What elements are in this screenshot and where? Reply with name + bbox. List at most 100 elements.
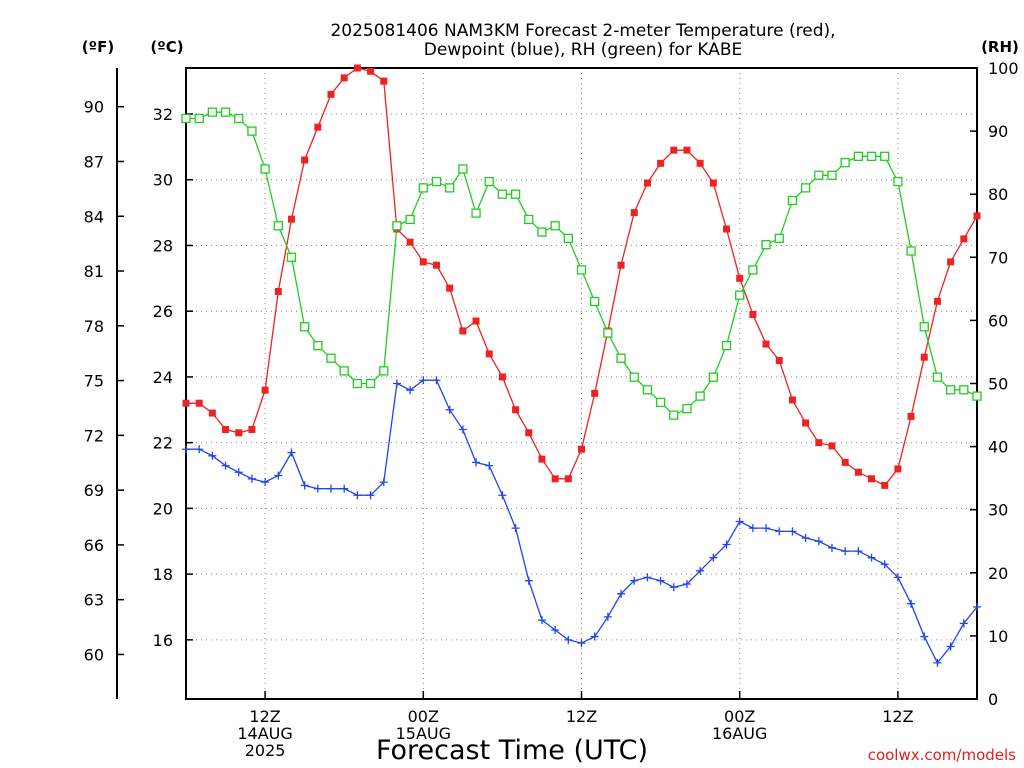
credit-text: coolwx.com/models <box>868 746 1016 764</box>
data-point <box>576 265 587 275</box>
data-point <box>564 635 573 644</box>
data-point <box>340 484 349 493</box>
data-point <box>459 327 467 335</box>
chart-title-line-2: Dewpoint (blue), RH (green) for KABE <box>424 40 742 60</box>
data-point <box>854 547 863 556</box>
data-point <box>946 642 955 651</box>
data-point <box>709 553 718 562</box>
data-point <box>405 214 415 225</box>
data-point <box>840 157 850 168</box>
data-point <box>868 475 876 483</box>
fahrenheit-tick-label: 63 <box>84 591 104 610</box>
data-point <box>788 396 796 404</box>
data-point <box>512 406 520 414</box>
data-point <box>340 74 348 82</box>
data-point <box>960 235 968 243</box>
data-point <box>762 524 771 533</box>
data-point <box>827 170 837 180</box>
data-point <box>551 625 560 634</box>
data-point <box>497 189 508 199</box>
data-point <box>867 553 876 562</box>
data-point <box>472 458 481 467</box>
celsius-tick-label: 18 <box>153 565 173 584</box>
data-point <box>907 599 916 608</box>
data-point <box>945 385 956 395</box>
data-point <box>471 208 481 218</box>
fahrenheit-tick-label: 69 <box>84 481 104 500</box>
data-point <box>234 113 244 124</box>
time-tick-label: 12Z <box>566 707 597 726</box>
data-point <box>973 212 981 220</box>
data-point <box>208 409 216 417</box>
data-point <box>563 233 573 244</box>
data-point <box>524 214 534 225</box>
data-point <box>947 258 955 266</box>
data-point <box>353 491 362 500</box>
data-point <box>643 573 652 582</box>
data-point <box>484 176 494 187</box>
data-point <box>603 612 612 621</box>
time-tick-label: 14AUG <box>237 724 292 743</box>
x-axis-label: Forecast Time (UTC) <box>376 735 648 766</box>
data-point <box>537 616 546 625</box>
data-point <box>419 258 427 266</box>
data-point <box>748 524 757 533</box>
rh-axis: 0 10 20 30 40 50 60 70 80 90 100 <box>970 59 1019 709</box>
data-point <box>314 123 322 131</box>
data-point <box>234 468 243 477</box>
data-point <box>669 410 679 420</box>
data-point <box>894 465 902 473</box>
data-point <box>247 126 257 136</box>
data-point <box>762 340 770 348</box>
fahrenheit-tick-label: 81 <box>84 262 104 281</box>
data-point <box>723 225 731 233</box>
data-point <box>801 533 810 542</box>
data-point <box>814 537 823 546</box>
data-point <box>287 448 296 457</box>
data-point <box>222 426 230 434</box>
data-point <box>551 475 559 483</box>
data-point <box>274 471 283 480</box>
data-point <box>182 445 190 454</box>
data-point <box>670 146 678 154</box>
data-point <box>933 297 941 305</box>
data-point <box>735 517 744 526</box>
series-line <box>186 67 978 487</box>
data-point <box>446 284 454 292</box>
data-point <box>287 215 295 223</box>
data-point <box>353 64 361 72</box>
data-point <box>313 340 323 351</box>
celsius-unit-label: (ºC) <box>150 38 183 56</box>
data-point <box>880 151 890 161</box>
fahrenheit-tick-label: 66 <box>84 536 104 555</box>
data-point <box>749 310 757 318</box>
rh-tick-label: 20 <box>988 564 1008 583</box>
data-point <box>524 576 533 585</box>
data-point <box>365 378 376 389</box>
data-point <box>538 455 546 463</box>
fahrenheit-tick-label: 90 <box>84 98 104 117</box>
data-point <box>182 399 190 407</box>
data-point <box>616 353 626 363</box>
data-point <box>431 176 442 187</box>
data-point <box>841 458 849 466</box>
data-point <box>761 240 771 250</box>
data-point <box>617 261 625 269</box>
data-point <box>525 429 533 437</box>
data-point <box>339 366 349 376</box>
data-point <box>247 474 256 483</box>
data-point <box>510 189 521 199</box>
data-point <box>458 425 467 434</box>
data-point <box>643 179 651 187</box>
data-point <box>920 632 929 641</box>
data-point <box>695 391 705 401</box>
data-point <box>617 589 626 598</box>
data-point <box>683 146 691 154</box>
data-point <box>550 221 560 231</box>
data-point <box>787 195 798 206</box>
data-point <box>261 478 270 487</box>
fahrenheit-unit-label: (ºF) <box>82 38 114 56</box>
data-point <box>326 353 336 363</box>
data-point <box>207 107 218 117</box>
